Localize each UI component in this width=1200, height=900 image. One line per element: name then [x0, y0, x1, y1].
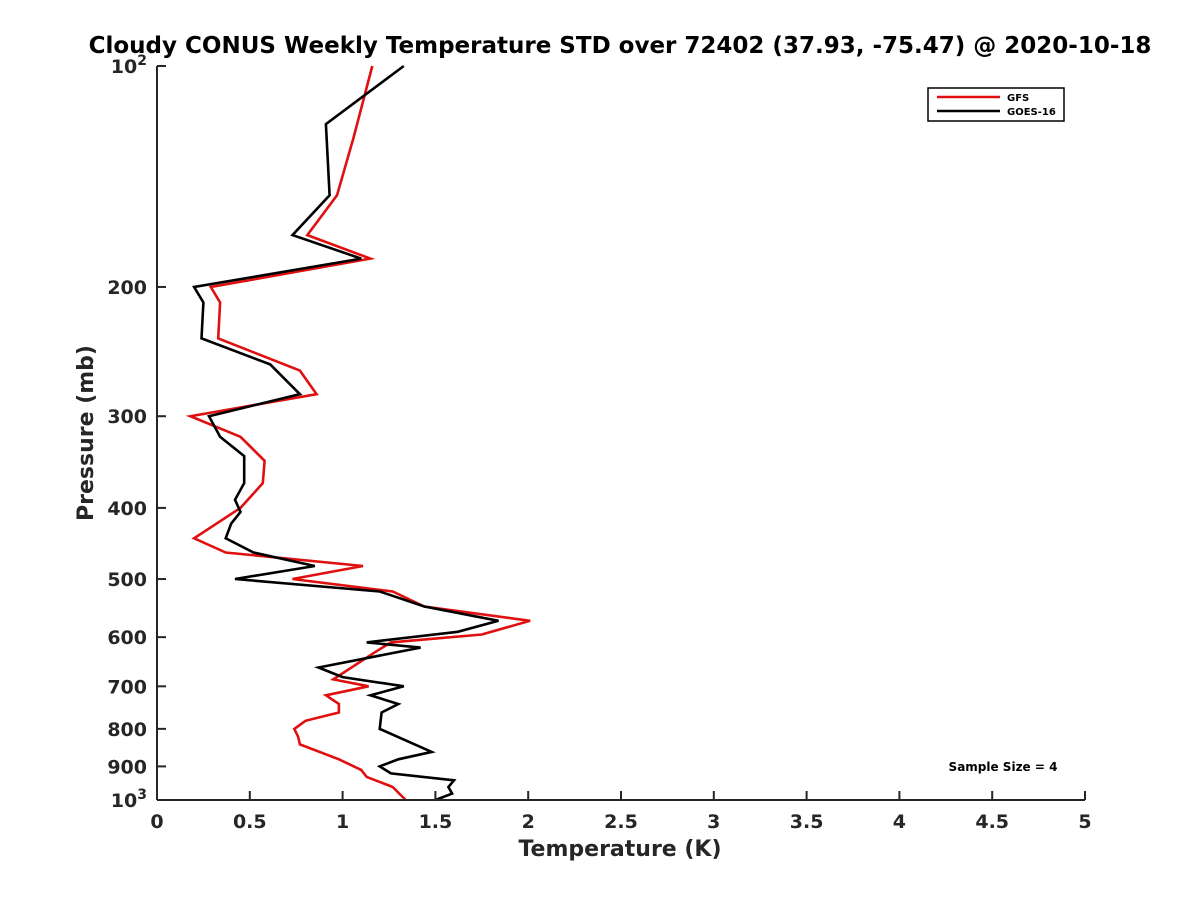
legend: GFS GOES-16	[927, 87, 1065, 122]
y-tick-label: 102	[111, 53, 147, 78]
x-tick-label: 0.5	[233, 811, 267, 833]
x-tick-label: 3	[707, 811, 720, 833]
legend-box	[927, 87, 1065, 122]
x-tick-label: 4.5	[975, 811, 1009, 833]
y-tick-label: 300	[107, 406, 147, 428]
chart-title: Cloudy CONUS Weekly Temperature STD over…	[89, 33, 1152, 59]
sample-size-annotation: Sample Size = 4	[949, 760, 1058, 774]
series-layer	[185, 64, 531, 802]
x-tick-label: 3.5	[790, 811, 824, 833]
series-line-goes-16	[192, 64, 499, 802]
x-tick-label: 2.5	[604, 811, 638, 833]
ticks-layer: 0 0.5 1 1.5 2 2.5 3 3.5 4 4.5 5 102 200 300 400 500 600 7…	[107, 53, 1091, 833]
x-tick-label: 4	[893, 811, 906, 833]
y-tick-label: 600	[107, 627, 147, 649]
axes-layer	[156, 66, 1085, 801]
y-tick-label: 500	[107, 569, 147, 591]
y-tick-label: 800	[107, 719, 147, 741]
x-tick-label: 5	[1078, 811, 1091, 833]
x-tick-label: 1	[336, 811, 349, 833]
y-tick-label: 103	[111, 787, 147, 812]
y-axis-label: Pressure (mb)	[74, 345, 99, 521]
y-tick-label: 900	[107, 756, 147, 778]
x-tick-label: 2	[522, 811, 535, 833]
plot-area: 0 0.5 1 1.5 2 2.5 3 3.5 4 4.5 5 102 200 300 400 500 600 7…	[107, 53, 1091, 833]
y-tick-label: 400	[107, 498, 147, 520]
x-tick-label: 0	[150, 811, 163, 833]
series-line-gfs	[185, 65, 531, 801]
x-axis-label: Temperature (K)	[518, 837, 721, 862]
legend-label: GOES-16	[1007, 107, 1056, 118]
y-tick-label: 700	[107, 676, 147, 698]
legend-label: GFS	[1007, 93, 1029, 104]
y-tick-label: 200	[107, 277, 147, 299]
x-tick-label: 1.5	[419, 811, 453, 833]
